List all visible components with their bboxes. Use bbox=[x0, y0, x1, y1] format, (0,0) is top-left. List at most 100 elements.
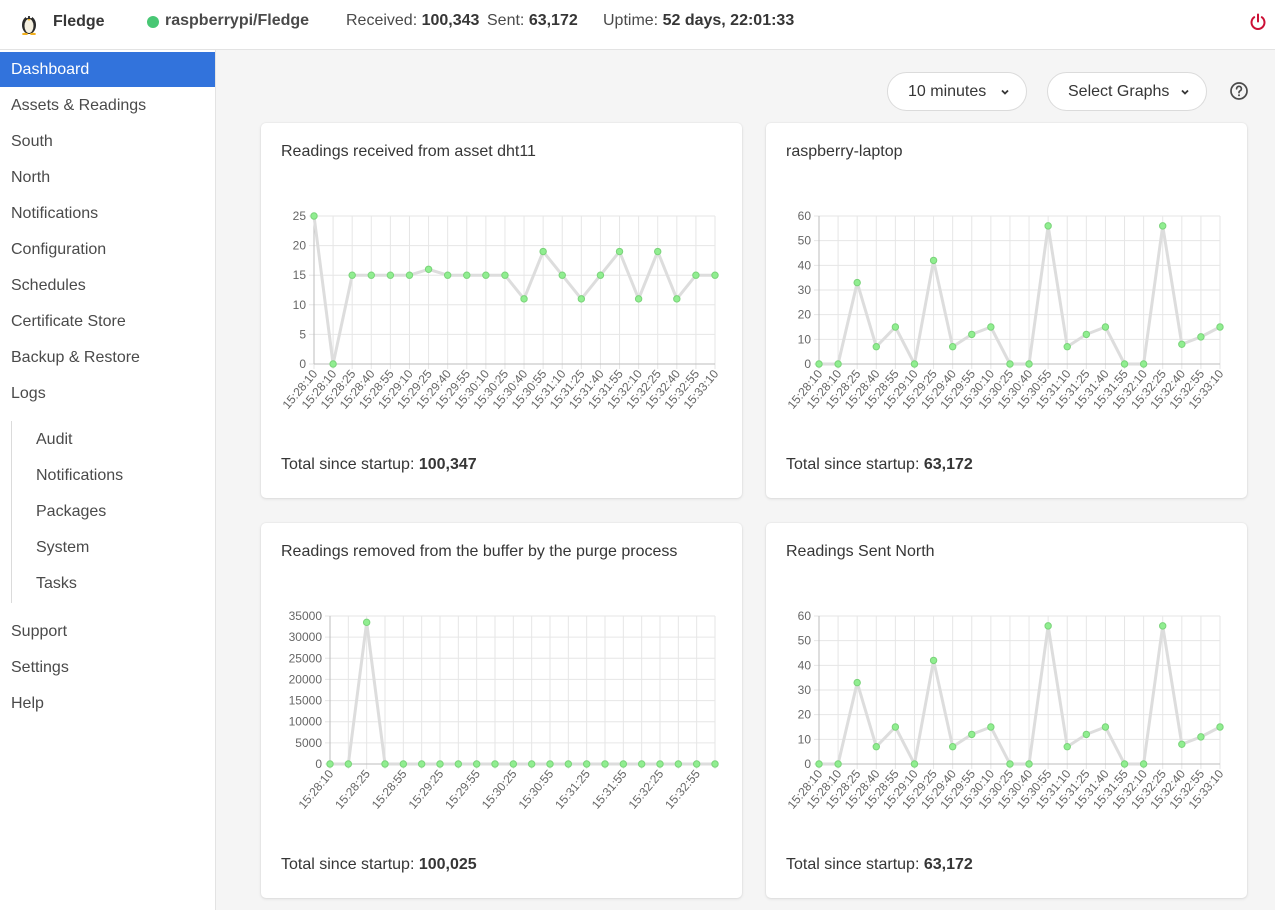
data-point bbox=[948, 343, 957, 351]
y-tick-label: 15 bbox=[293, 268, 307, 282]
y-tick-label: 0 bbox=[299, 357, 306, 371]
chevron-down-icon bbox=[1181, 89, 1189, 95]
data-point bbox=[1082, 730, 1091, 739]
sidebar-item-south[interactable]: South bbox=[11, 133, 53, 150]
sidebar-item-help[interactable]: Help bbox=[11, 695, 44, 712]
sidebar-item-support[interactable]: Support bbox=[11, 623, 68, 640]
top-navbar: Fledge raspberrypi/Fledge Received: 100,… bbox=[0, 0, 1275, 50]
sidebar-subitem-system[interactable]: System bbox=[36, 539, 90, 556]
penguin-logo-icon[interactable] bbox=[20, 11, 38, 35]
data-point bbox=[405, 271, 414, 279]
data-point bbox=[527, 760, 536, 768]
data-point bbox=[539, 247, 547, 256]
y-tick-label: 50 bbox=[798, 634, 812, 648]
data-point bbox=[834, 360, 842, 368]
chevron-down-icon bbox=[1001, 89, 1009, 95]
data-point bbox=[891, 723, 900, 731]
sidebar-item-dashboard[interactable]: Dashboard bbox=[0, 52, 215, 87]
data-point bbox=[1063, 343, 1071, 351]
data-point bbox=[1197, 733, 1205, 741]
total-since-startup: Total since startup: 100,347 bbox=[281, 456, 477, 474]
y-tick-label: 25000 bbox=[289, 651, 323, 665]
sidebar-subitem-packages[interactable]: Packages bbox=[36, 503, 107, 520]
series-line bbox=[819, 224, 1221, 366]
select-graphs-dropdown[interactable]: Select Graphs bbox=[1047, 72, 1207, 111]
graph-title: Readings removed from the buffer by the … bbox=[281, 543, 678, 560]
x-tick-label: 15:28:25 bbox=[332, 767, 373, 812]
data-point bbox=[692, 271, 700, 279]
x-tick-label: 15:31:55 bbox=[589, 767, 630, 812]
sidebar-subitem-notifications[interactable]: Notifications bbox=[36, 467, 124, 484]
graph-card: Readings removed from the buffer by the … bbox=[261, 523, 742, 898]
y-tick-label: 0 bbox=[804, 757, 811, 771]
data-point bbox=[987, 723, 995, 731]
x-tick-label: 15:28:10 bbox=[296, 767, 337, 812]
y-tick-label: 20000 bbox=[289, 672, 323, 686]
y-tick-label: 0 bbox=[804, 357, 811, 371]
total-value: 100,347 bbox=[418, 456, 477, 473]
line-chart: 0 5000 10000 15000 20000 25000 30000 35000 15:28… bbox=[289, 609, 719, 812]
data-point bbox=[381, 760, 389, 768]
sidebar-item-backup-restore[interactable]: Backup & Restore bbox=[11, 349, 140, 366]
data-point bbox=[482, 271, 490, 279]
time-range-dropdown[interactable]: 10 minutes bbox=[887, 72, 1027, 111]
total-label: Total since startup: bbox=[281, 856, 415, 873]
data-point bbox=[654, 247, 662, 256]
sidebar-subitem-audit[interactable]: Audit bbox=[36, 431, 73, 448]
data-point bbox=[546, 760, 554, 768]
line-chart: 010203040506015:28:1015:28:1015:28:2515:… bbox=[785, 209, 1227, 412]
power-icon[interactable] bbox=[1248, 12, 1268, 32]
time-range-label: 10 minutes bbox=[908, 83, 987, 100]
data-point bbox=[362, 618, 371, 627]
total-label: Total since startup: bbox=[281, 456, 415, 473]
sidebar-item-certificate-store[interactable]: Certificate Store bbox=[11, 313, 126, 330]
y-tick-label: 10 bbox=[293, 298, 307, 312]
y-tick-label: 20 bbox=[798, 708, 812, 722]
data-point bbox=[472, 760, 481, 768]
graph-title: Readings received from asset dht11 bbox=[281, 143, 536, 160]
sidebar-nav: Dashboard Assets & Readings South North … bbox=[0, 50, 216, 910]
app-name[interactable]: Fledge bbox=[53, 13, 105, 30]
graph-title: Readings Sent North bbox=[786, 543, 935, 560]
select-graphs-label: Select Graphs bbox=[1068, 83, 1170, 100]
sidebar-item-assets-readings[interactable]: Assets & Readings bbox=[11, 97, 147, 114]
sidebar-item-logs[interactable]: Logs bbox=[11, 385, 46, 402]
data-point bbox=[1197, 333, 1205, 341]
sidebar-item-notifications[interactable]: Notifications bbox=[11, 205, 99, 222]
data-point bbox=[834, 760, 842, 768]
service-name: raspberrypi/Fledge bbox=[165, 12, 310, 29]
sidebar-item-configuration[interactable]: Configuration bbox=[11, 241, 107, 258]
data-point bbox=[929, 656, 938, 665]
data-point bbox=[436, 760, 444, 768]
data-point bbox=[692, 760, 701, 768]
data-point bbox=[1044, 622, 1052, 630]
total-since-startup: Total since startup: 63,172 bbox=[786, 456, 973, 474]
data-point bbox=[1063, 743, 1071, 751]
uptime-value: 52 days, 22:01:33 bbox=[662, 12, 795, 29]
data-point bbox=[673, 295, 681, 303]
uptime-label: Uptime: bbox=[603, 12, 659, 29]
sidebar-subitem-tasks[interactable]: Tasks bbox=[36, 575, 77, 592]
logs-submenu-border bbox=[11, 421, 12, 603]
data-point bbox=[872, 743, 880, 751]
y-tick-label: 35000 bbox=[289, 609, 323, 623]
sidebar-item-north[interactable]: North bbox=[11, 169, 51, 186]
sidebar-item-schedules[interactable]: Schedules bbox=[11, 277, 86, 294]
graph-card: Readings received from asset dht11 0 5 10 1… bbox=[261, 123, 742, 498]
sent-stat: Sent: 63,172 bbox=[487, 12, 578, 30]
data-point bbox=[399, 760, 408, 768]
data-point bbox=[509, 760, 518, 768]
question-circle-icon[interactable] bbox=[1229, 81, 1249, 101]
data-point bbox=[968, 330, 976, 339]
data-point bbox=[929, 256, 938, 265]
total-value: 100,025 bbox=[418, 856, 477, 873]
data-point bbox=[853, 678, 861, 687]
data-point bbox=[1025, 760, 1033, 768]
data-point bbox=[424, 265, 433, 273]
series-line bbox=[330, 620, 715, 766]
data-point bbox=[1006, 760, 1014, 768]
sidebar-item-settings[interactable]: Settings bbox=[11, 659, 69, 676]
data-point bbox=[348, 271, 356, 279]
y-tick-label: 60 bbox=[798, 609, 812, 623]
y-tick-label: 40 bbox=[798, 258, 812, 272]
